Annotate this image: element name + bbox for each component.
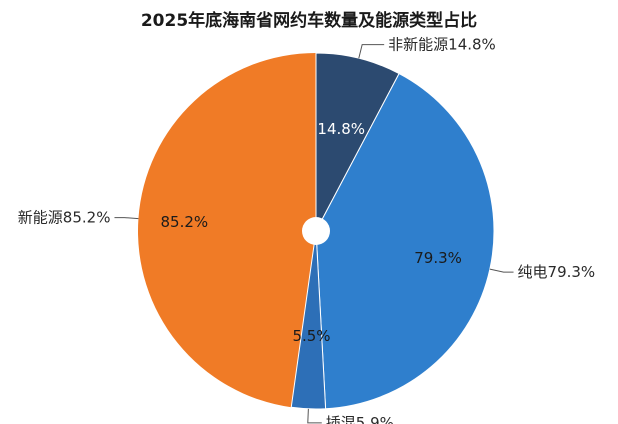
inner-label-new-energy: 85.2%	[160, 213, 208, 231]
leader-lines	[114, 44, 514, 424]
outer-label-non-new-energy: 非新能源14.8%	[388, 36, 496, 54]
inner-label-plug-in-hybrid: 5.5%	[292, 327, 330, 345]
inner-label-non-new-energy: 14.8%	[317, 120, 365, 138]
pie-slices	[137, 52, 495, 410]
chart-title: 2025年底海南省网约车数量及能源类型占比	[141, 10, 477, 31]
leader-pure-electric	[489, 268, 514, 273]
leader-non-new-energy	[358, 44, 385, 59]
slice-new-energy	[137, 53, 316, 408]
outer-label-new-energy: 新能源85.2%	[18, 209, 111, 227]
inner-label-pure-electric: 79.3%	[414, 249, 462, 267]
outer-label-plug-in-hybrid: 插混5.9%	[326, 414, 394, 424]
leader-new-energy	[114, 217, 139, 220]
center-hole	[302, 217, 330, 245]
pie-labels: 85.2% 14.8% 79.3% 5.5% 非新能源14.8% 纯电79.3% 插混5.9…	[18, 36, 595, 424]
outer-label-pure-electric: 纯电79.3%	[518, 263, 596, 281]
leader-plug-in-hybrid	[307, 408, 322, 424]
